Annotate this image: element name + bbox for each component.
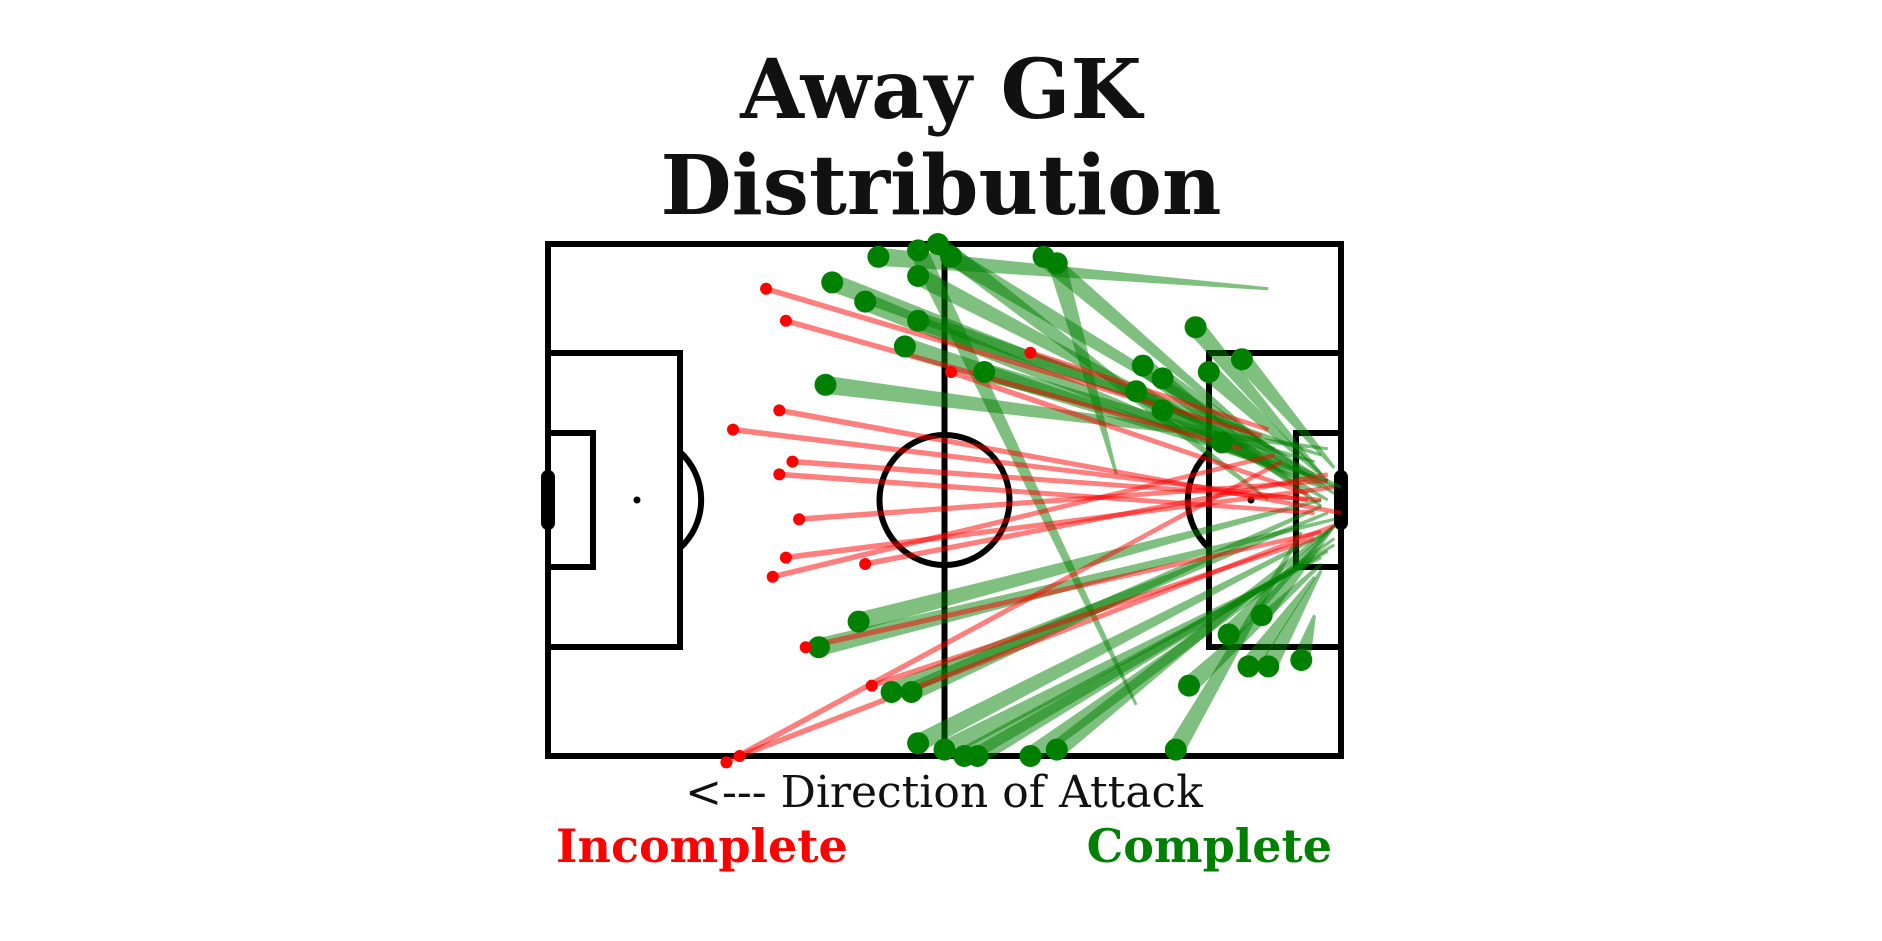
complete-pass-line [940, 556, 1322, 758]
complete-pass-line [946, 249, 1316, 476]
incomplete-pass-end-marker [720, 756, 733, 769]
left-penalty-spot [633, 496, 641, 504]
complete-pass-line [1235, 353, 1336, 469]
complete-pass-line [1037, 249, 1263, 444]
complete-pass-end-marker [867, 245, 890, 268]
complete-pass-end-marker [1250, 604, 1273, 627]
centre-circle [876, 432, 1013, 568]
left-goal [541, 470, 555, 530]
complete-pass-end-marker [893, 335, 916, 358]
pass-end-markers [720, 233, 1313, 769]
incomplete-pass-line [870, 536, 1316, 689]
complete-pass-end-marker [1151, 367, 1174, 390]
complete-pass-line [877, 247, 1269, 291]
complete-pass-end-marker [1197, 361, 1220, 383]
incomplete-pass-end-marker [779, 551, 792, 564]
left-penalty-area [545, 350, 683, 650]
complete-pass-end-marker [847, 610, 870, 633]
complete-pass-end-marker [1045, 252, 1068, 275]
incomplete-pass-end-marker [786, 455, 799, 468]
incomplete-pass-line [725, 459, 1283, 765]
complete-pass-end-marker [953, 745, 976, 767]
incomplete-pass-line [864, 472, 1329, 567]
incomplete-pass-line [778, 407, 1342, 515]
incomplete-pass-end-marker [799, 641, 812, 654]
complete-pass-end-marker [1257, 655, 1280, 678]
complete-pass-end-marker [1164, 738, 1187, 761]
incomplete-pass-end-marker [773, 468, 786, 481]
complete-pass-line [1188, 321, 1323, 476]
complete-pass-line [913, 530, 1329, 752]
incomplete-pass-end-marker [773, 404, 786, 417]
incomplete-pass-end-marker [1024, 346, 1037, 359]
incomplete-pass-end-marker [779, 314, 792, 327]
incomplete-pass-line [950, 369, 1309, 496]
incomplete-pass-end-marker [859, 558, 872, 570]
complete-pass-end-marker [1019, 745, 1042, 767]
incomplete-pass-end-marker [865, 679, 878, 692]
complete-pass-end-marker [814, 373, 837, 396]
complete-pass-line [1051, 524, 1336, 757]
complete-pass-end-marker [821, 271, 844, 294]
complete-pass-end-marker [907, 732, 930, 755]
complete-pass-end-marker [1131, 354, 1154, 377]
incomplete-pass-end-marker [766, 570, 779, 583]
complete-pass-end-marker [1178, 674, 1200, 697]
complete-pass-end-marker [807, 636, 830, 659]
complete-pass-end-marker [926, 233, 949, 255]
chart-title-line1: Away GK [739, 42, 1144, 138]
complete-pass-end-marker [1045, 738, 1068, 761]
complete-pass-end-marker [1290, 649, 1313, 671]
complete-pass-end-marker [900, 681, 923, 703]
complete-pass-end-marker [973, 361, 996, 383]
incomplete-pass-end-marker [727, 423, 739, 436]
incomplete-pass-line [772, 453, 1276, 580]
legend-complete: Complete [1087, 819, 1332, 873]
complete-pass-end-marker [1211, 431, 1233, 454]
chart-title-line2: Distribution [661, 138, 1222, 234]
right-goal [1334, 470, 1348, 530]
pass-lines [725, 236, 1342, 765]
complete-pass-end-marker [1230, 348, 1253, 371]
incomplete-pass-end-marker [793, 513, 806, 526]
incomplete-pass-end-marker [945, 366, 958, 378]
left-penalty-arc [677, 449, 705, 551]
direction-of-attack-label: <--- Direction of Attack [685, 767, 1203, 818]
complete-pass-end-marker [1125, 380, 1148, 403]
complete-pass-end-marker [880, 681, 903, 703]
incomplete-pass-line [792, 458, 1322, 503]
complete-pass-end-marker [907, 265, 930, 287]
complete-pass-line [1260, 569, 1323, 671]
incomplete-pass-line [1029, 350, 1269, 432]
pass-layer [720, 233, 1342, 769]
complete-pass-end-marker [1237, 655, 1260, 678]
incomplete-pass-end-marker [733, 750, 746, 762]
legend-incomplete: Incomplete [556, 819, 848, 873]
complete-pass-line [1222, 524, 1336, 641]
complete-pass-end-marker [1184, 316, 1207, 339]
incomplete-pass-end-marker [760, 282, 773, 295]
complete-pass-end-marker [1151, 399, 1174, 422]
complete-pass-end-marker [907, 309, 930, 332]
complete-pass-end-marker [907, 239, 930, 262]
complete-pass-line [1182, 562, 1323, 693]
complete-pass-end-marker [933, 738, 956, 761]
complete-pass-end-marker [1217, 623, 1240, 646]
complete-pass-end-marker [854, 290, 877, 313]
complete-pass-line [1241, 575, 1316, 672]
incomplete-pass-line [805, 529, 1322, 650]
complete-pass-line [1202, 365, 1329, 482]
